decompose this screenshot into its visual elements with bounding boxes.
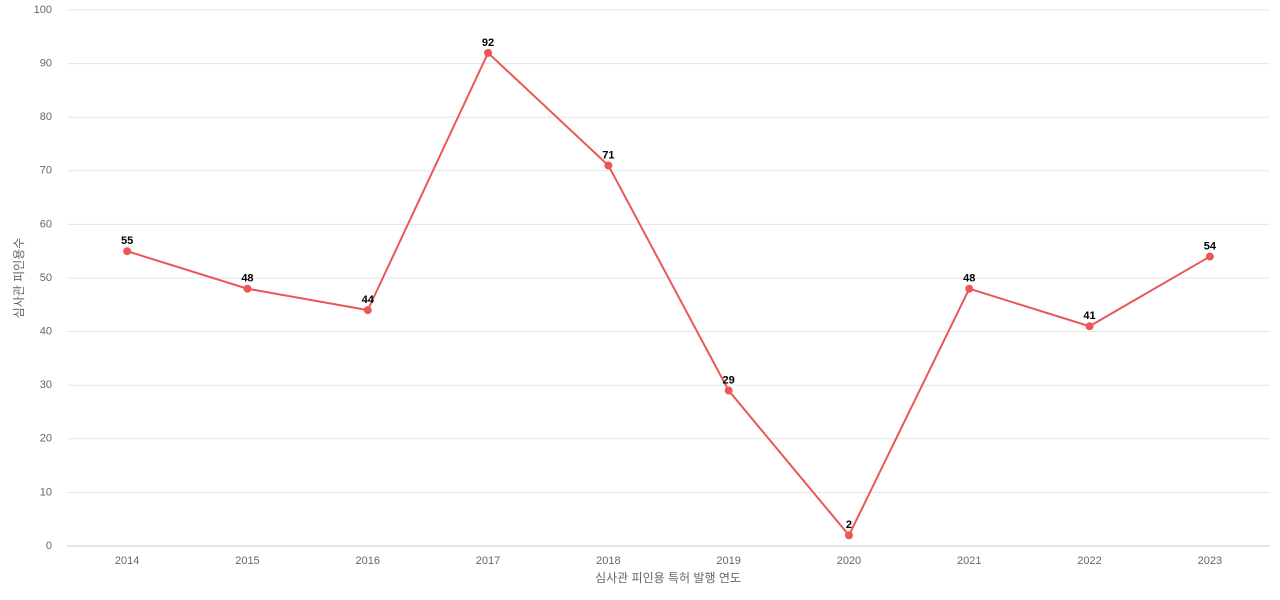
y-tick-label: 90 (40, 58, 52, 70)
value-label: 41 (1083, 310, 1095, 322)
value-label: 44 (362, 294, 375, 306)
point (1205, 252, 1214, 261)
x-tick-label: 2017 (476, 555, 500, 567)
y-tick-label: 70 (40, 165, 52, 177)
x-tick-label: 2022 (1077, 555, 1101, 567)
x-tick-label: 2019 (716, 555, 740, 567)
y-axis-label: 심사관 피인용수 (12, 238, 26, 319)
value-label: 29 (723, 374, 735, 386)
x-tick-label: 2014 (115, 555, 139, 567)
x-tick-label: 2023 (1198, 555, 1222, 567)
point (965, 284, 974, 293)
x-axis-label: 심사관 피인용 특허 발행 연도 (595, 570, 741, 585)
y-tick-label: 40 (40, 326, 52, 338)
x-tick-label: 2021 (957, 555, 981, 567)
y-tick-label: 10 (40, 486, 52, 498)
x-tick-label: 2016 (356, 555, 380, 567)
point (844, 531, 853, 540)
y-tick-label: 30 (40, 379, 52, 391)
x-tick-label: 2018 (596, 555, 620, 567)
point (1085, 322, 1094, 331)
value-label: 55 (121, 235, 133, 247)
point (243, 284, 252, 293)
value-label: 54 (1204, 240, 1217, 252)
value-label: 48 (963, 273, 975, 285)
y-tick-label: 20 (40, 433, 52, 445)
y-tick-label: 0 (46, 540, 52, 552)
value-label: 92 (482, 37, 494, 49)
point (604, 161, 613, 170)
value-label: 48 (241, 273, 253, 285)
point (123, 247, 132, 256)
value-label: 71 (602, 149, 614, 161)
point (724, 386, 733, 395)
x-tick-label: 2020 (837, 555, 861, 567)
y-tick-label: 80 (40, 111, 52, 123)
x-tick-label: 2015 (235, 555, 259, 567)
y-tick-label: 100 (34, 4, 52, 16)
value-label: 2 (846, 519, 852, 531)
y-tick-label: 50 (40, 272, 52, 284)
point (363, 306, 372, 315)
y-tick-label: 60 (40, 218, 52, 230)
point (484, 48, 493, 57)
line (126, 51, 1211, 538)
